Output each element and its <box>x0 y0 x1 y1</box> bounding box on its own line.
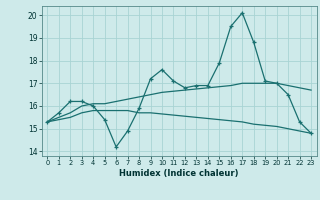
X-axis label: Humidex (Indice chaleur): Humidex (Indice chaleur) <box>119 169 239 178</box>
